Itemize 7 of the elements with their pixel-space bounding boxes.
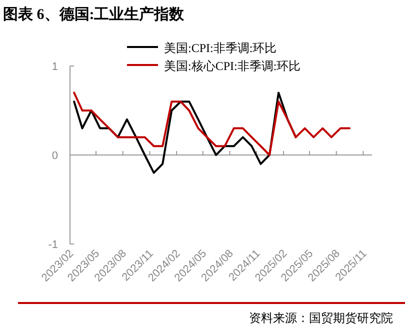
legend-label: 美国:核心CPI:非季调:环比 [164, 59, 301, 73]
text: 资料来源：国贸期货研究院 [249, 311, 393, 325]
legend-label: 美国:CPI:非季调:环比 [164, 41, 277, 55]
y-tick-label: 1 [52, 61, 58, 73]
y-tick-label: -1 [48, 239, 58, 251]
chart-title: 图表 6、德国:工业生产指数 [3, 6, 186, 23]
y-tick-label: 0 [52, 150, 58, 162]
